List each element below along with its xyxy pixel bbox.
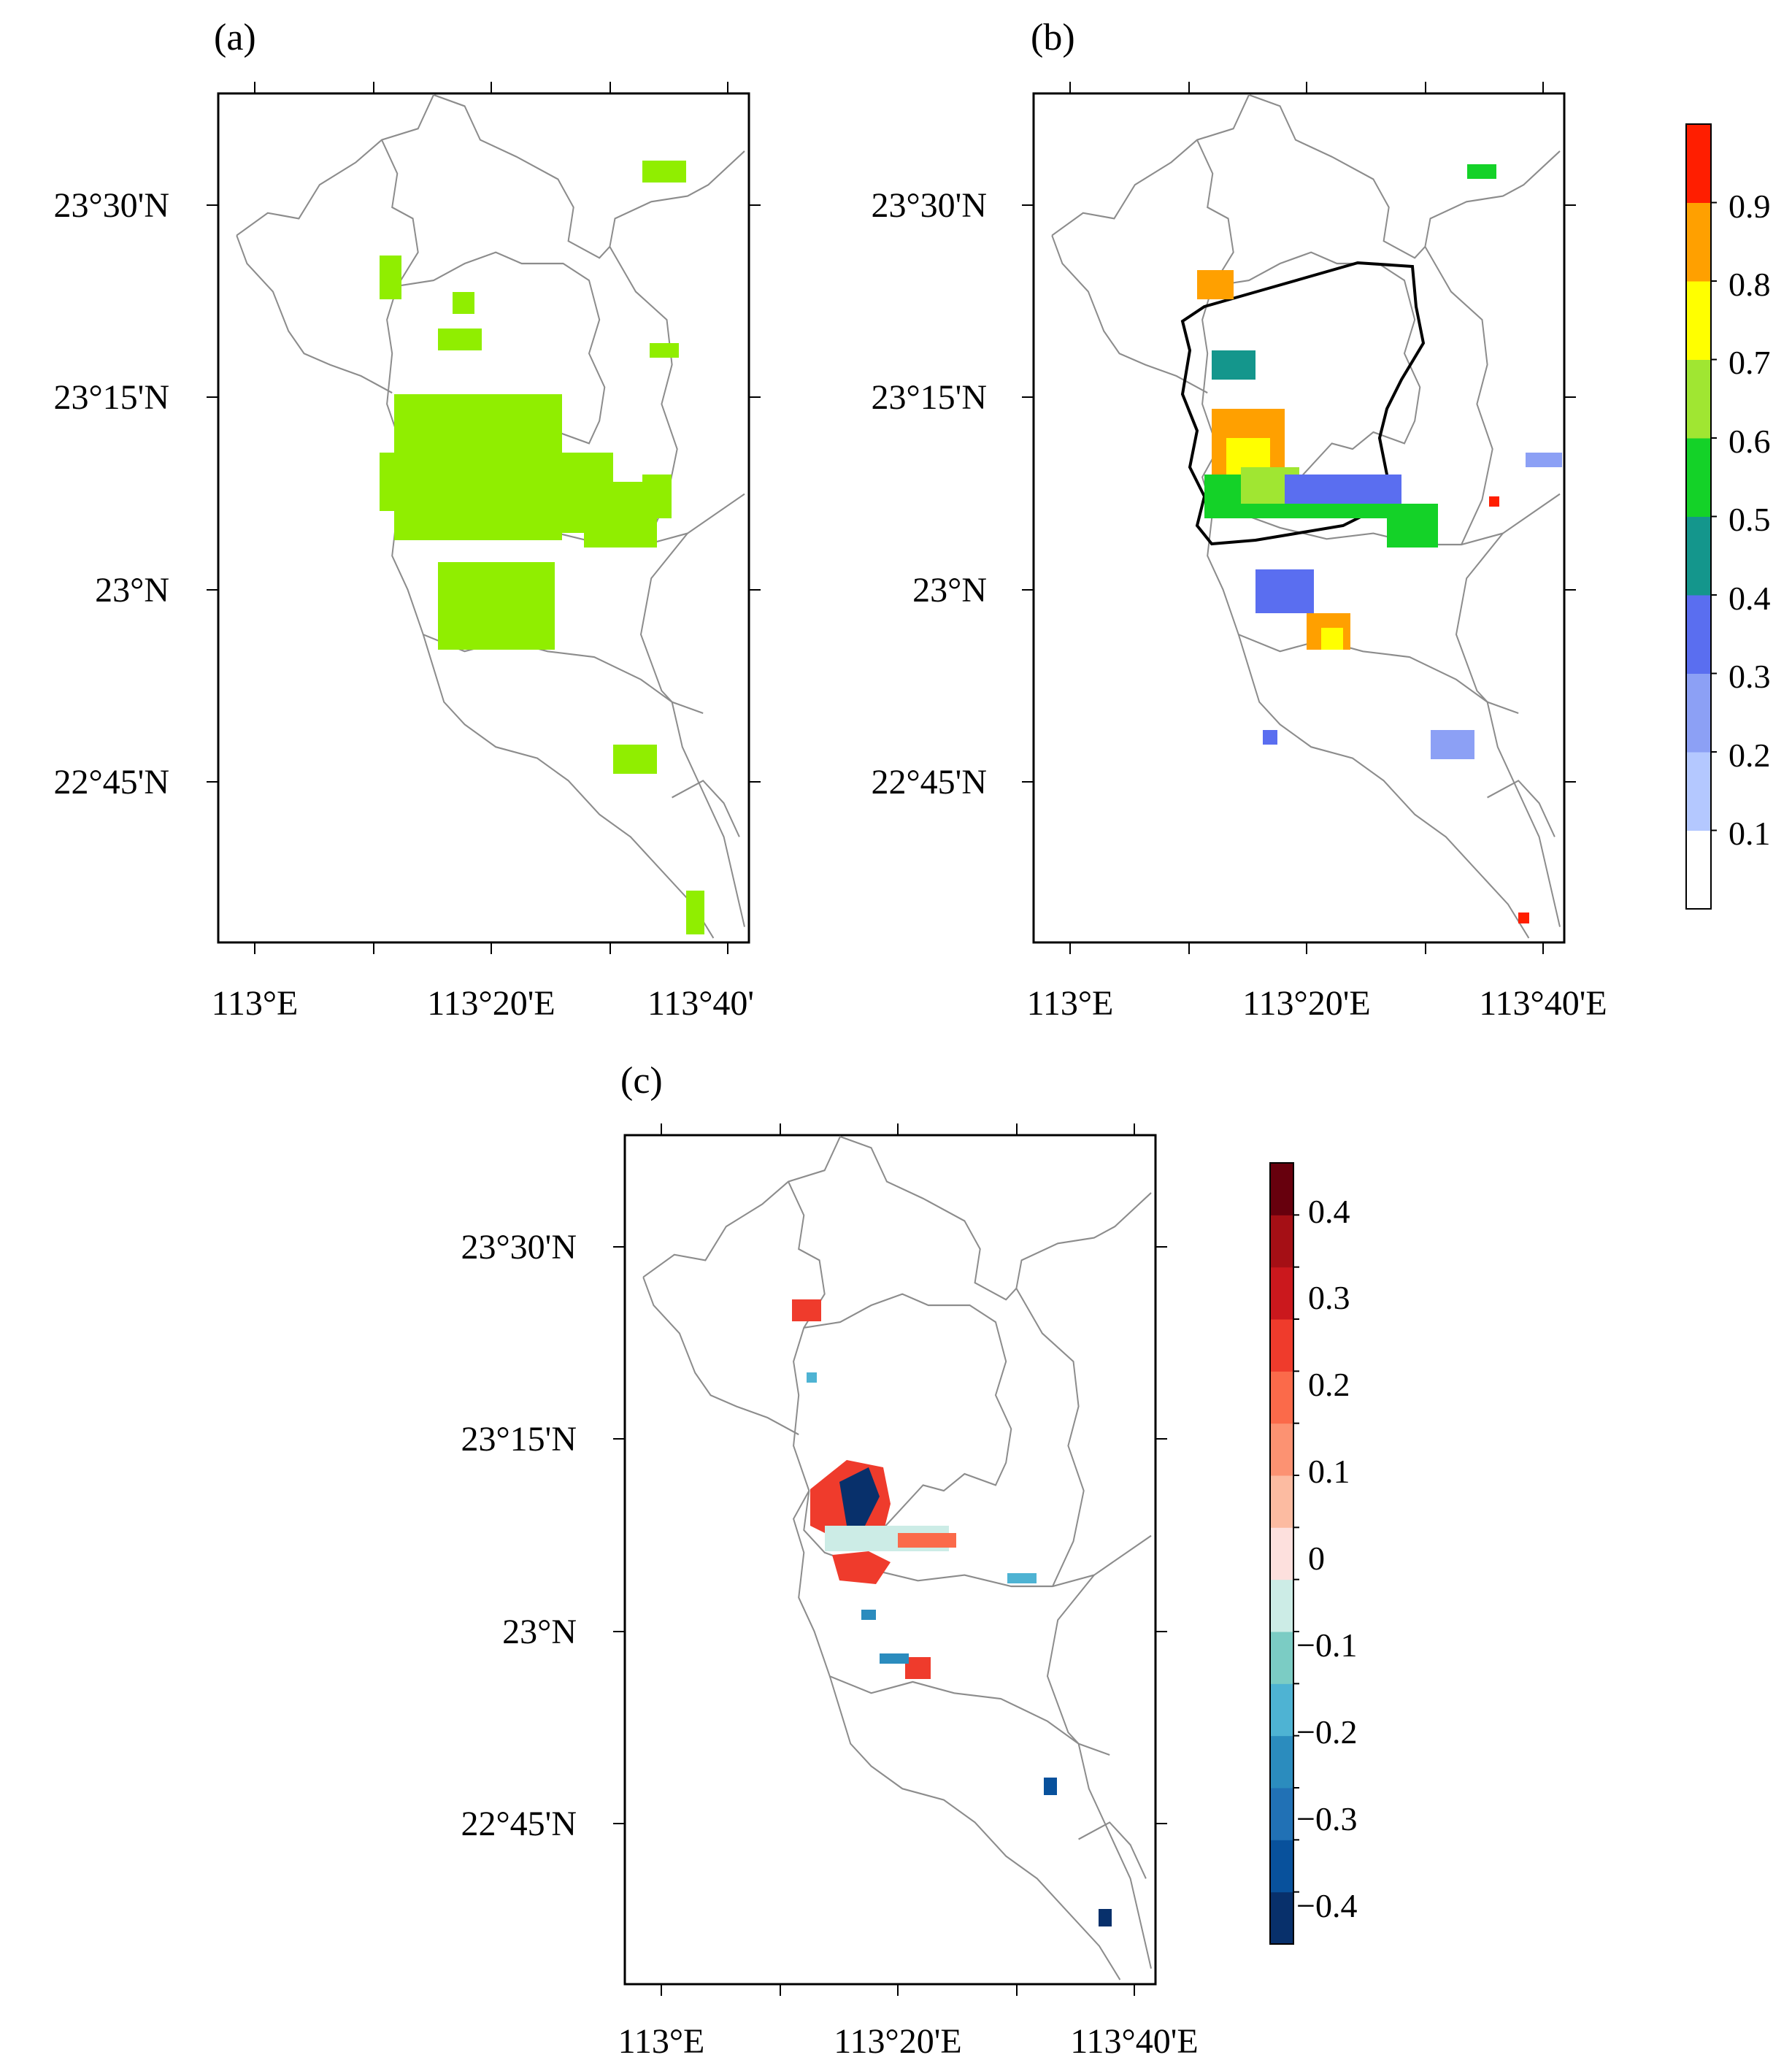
colorbar-c-bins: [1270, 1163, 1293, 1945]
colorbar-bin: [1270, 1735, 1293, 1789]
panel-c-difference-cells: [792, 1299, 1112, 1926]
lat-label: 23°15'N: [53, 378, 169, 417]
panel-a: (a) 23°30'N: [53, 17, 761, 1023]
colorbar-b-tick-label: 0.5: [1728, 501, 1771, 538]
lat-label: 23°15'N: [461, 1420, 577, 1459]
colorbar-b-tick-label: 0.3: [1728, 658, 1771, 695]
colorbar-b-tick-label: 0.8: [1728, 266, 1771, 303]
colorbar-b-tick-label: 0.4: [1728, 580, 1771, 617]
lon-label: 113°20'E: [1242, 984, 1370, 1023]
colorbar-bin: [1686, 359, 1711, 439]
colorbar-bin: [1686, 281, 1711, 360]
lon-label: 113°E: [618, 2022, 705, 2061]
colorbar-bin: [1270, 1215, 1293, 1268]
colorbar-bin: [1686, 438, 1711, 517]
colorbar-c-tick-label: −0.3: [1296, 1800, 1357, 1837]
colorbar-b-labels: 0.9 0.8 0.7 0.6 0.5 0.4 0.3 0.2 0.1: [1728, 188, 1771, 852]
lat-label: 23°N: [95, 571, 169, 610]
colorbar-b-bins: [1686, 124, 1711, 910]
colorbar-b-ticks: [1711, 201, 1717, 831]
colorbar-b-tick-label: 0.7: [1728, 344, 1771, 381]
colorbar-c: 0.4 0.3 0.2 0.1 0 −0.1 −0.2 −0.3 −0.4: [1269, 1162, 1357, 1945]
colorbar-b-tick-label: 0.1: [1728, 815, 1771, 852]
lat-label: 23°30'N: [461, 1228, 577, 1267]
panel-c-lat-labels: 23°30'N 23°15'N 23°N 22°45'N: [461, 1228, 577, 1843]
colorbar-bin: [1270, 1423, 1293, 1476]
lat-label: 22°45'N: [461, 1805, 577, 1843]
lat-label: 23°15'N: [871, 378, 987, 417]
panel-c-axis-ticks: [613, 1123, 1167, 1996]
panel-b-axis-ticks: [1022, 82, 1576, 954]
colorbar-c-tick-label: 0.3: [1308, 1279, 1350, 1316]
colorbar-bin: [1270, 1840, 1293, 1893]
lat-label: 23°N: [912, 571, 987, 610]
lon-label: 113°40'E: [1070, 2022, 1198, 2061]
panel-a-lon-labels: 113°E 113°20'E 113°40': [212, 984, 754, 1023]
panel-b-fraction-cells: [1197, 164, 1562, 923]
panel-c-frame: [623, 1134, 1157, 1986]
colorbar-bin: [1270, 1683, 1293, 1737]
lon-label: 113°E: [212, 984, 299, 1023]
colorbar-bin: [1686, 830, 1711, 910]
lat-label: 22°45'N: [53, 763, 169, 802]
colorbar-bin: [1686, 202, 1711, 282]
colorbar-bin: [1686, 595, 1711, 674]
lon-label: 113°40'E: [1479, 984, 1607, 1023]
colorbar-c-tick-label: 0: [1308, 1540, 1325, 1577]
colorbar-bin: [1270, 1267, 1293, 1320]
lon-label: 113°20'E: [427, 984, 555, 1023]
colorbar-bin: [1270, 1527, 1293, 1580]
colorbar-c-tick-label: −0.1: [1296, 1626, 1357, 1664]
colorbar-bin: [1686, 673, 1711, 753]
colorbar-c-ticks: [1293, 1214, 1299, 1893]
colorbar-b: 0.9 0.8 0.7 0.6 0.5 0.4 0.3 0.2 0.1: [1685, 123, 1771, 910]
panel-c: (c) 23°30'N 23°15'N: [461, 1060, 1198, 2061]
panel-a-fraction-cells: [380, 161, 704, 934]
colorbar-bin: [1270, 1632, 1293, 1684]
lat-label: 23°30'N: [53, 186, 169, 225]
colorbar-c-labels: 0.4 0.3 0.2 0.1 0 −0.1 −0.2 −0.3 −0.4: [1296, 1193, 1357, 1924]
colorbar-bin: [1270, 1579, 1293, 1632]
colorbar-bin: [1270, 1371, 1293, 1424]
colorbar-bin: [1686, 124, 1711, 203]
colorbar-bin: [1270, 1788, 1293, 1840]
colorbar-c-tick-label: −0.2: [1296, 1713, 1357, 1751]
panel-b-label: (b): [1031, 17, 1075, 58]
colorbar-c-frame: [1269, 1162, 1294, 1945]
colorbar-c-tick-label: −0.4: [1296, 1887, 1357, 1924]
panel-c-label: (c): [620, 1060, 663, 1102]
colorbar-b-tick-label: 0.2: [1728, 737, 1771, 774]
colorbar-c-tick-label: 0.2: [1308, 1366, 1350, 1403]
colorbar-b-tick-label: 0.9: [1728, 188, 1771, 225]
colorbar-c-tick-label: 0.1: [1308, 1453, 1350, 1490]
panel-b-lon-labels: 113°E 113°20'E 113°40'E: [1027, 984, 1607, 1023]
colorbar-bin: [1270, 1475, 1293, 1528]
panel-a-axis-ticks: [207, 82, 761, 954]
lon-label: 113°E: [1027, 984, 1114, 1023]
panel-a-lat-labels: 23°30'N 23°15'N 23°N 22°45'N: [53, 186, 169, 802]
lon-label: 113°40': [647, 984, 754, 1023]
lat-label: 23°30'N: [871, 186, 987, 225]
colorbar-bin: [1270, 1319, 1293, 1372]
colorbar-bin: [1270, 1891, 1293, 1945]
panel-c-lon-labels: 113°E 113°20'E 113°40'E: [618, 2022, 1199, 2061]
lon-label: 113°20'E: [834, 2022, 961, 2061]
lat-label: 23°N: [502, 1613, 577, 1651]
lat-label: 22°45'N: [871, 763, 987, 802]
colorbar-bin: [1686, 516, 1711, 596]
panel-b: (b): [871, 17, 1607, 1023]
panel-b-lat-labels: 23°30'N 23°15'N 23°N 22°45'N: [871, 186, 987, 802]
colorbar-bin: [1270, 1163, 1293, 1215]
panel-a-label: (a): [214, 17, 256, 58]
colorbar-b-tick-label: 0.6: [1728, 423, 1771, 460]
panel-b-frame: [1032, 92, 1566, 944]
colorbar-c-tick-label: 0.4: [1308, 1193, 1350, 1230]
colorbar-bin: [1686, 752, 1711, 831]
